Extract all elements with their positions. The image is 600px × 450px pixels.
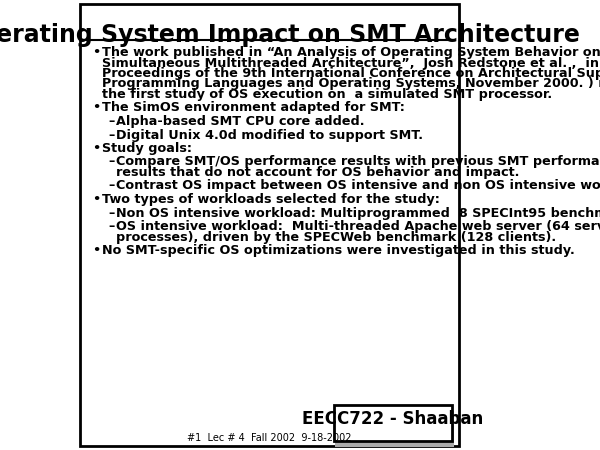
Text: –: – <box>109 180 115 193</box>
Text: –: – <box>109 115 115 128</box>
Text: Proceedings of the 9th International Conference on Architectural Support for: Proceedings of the 9th International Con… <box>102 67 600 80</box>
Text: processes), driven by the SPECWeb benchmark (128 clients).: processes), driven by the SPECWeb benchm… <box>116 230 556 243</box>
Text: Digital Unix 4.0d modified to support SMT.: Digital Unix 4.0d modified to support SM… <box>116 129 423 141</box>
Text: Operating System Impact on SMT Architecture: Operating System Impact on SMT Architect… <box>0 23 580 47</box>
Text: #1  Lec # 4  Fall 2002  9-18-2002: #1 Lec # 4 Fall 2002 9-18-2002 <box>187 433 352 443</box>
Text: results that do not account for OS behavior and impact.: results that do not account for OS behav… <box>116 166 520 179</box>
Text: Compare SMT/OS performance results with previous SMT performance: Compare SMT/OS performance results with … <box>116 156 600 168</box>
FancyBboxPatch shape <box>335 411 454 447</box>
Text: Alpha-based SMT CPU core added.: Alpha-based SMT CPU core added. <box>116 115 365 128</box>
Text: Two types of workloads selected for the study:: Two types of workloads selected for the … <box>102 193 440 206</box>
Text: –: – <box>109 129 115 141</box>
Text: –: – <box>109 207 115 220</box>
FancyBboxPatch shape <box>334 405 452 441</box>
Text: EECC722 - Shaaban: EECC722 - Shaaban <box>302 410 483 428</box>
Text: OS intensive workload:  Multi-threaded Apache web server (64 server: OS intensive workload: Multi-threaded Ap… <box>116 220 600 233</box>
Text: Non OS intensive workload: Multiprogrammed  8 SPECInt95 benchmarks .: Non OS intensive workload: Multiprogramm… <box>116 207 600 220</box>
Text: •: • <box>92 142 100 155</box>
Text: Simultaneous Multithreaded Architecture”,  Josh Redstone et al. ,  in: Simultaneous Multithreaded Architecture”… <box>102 57 599 69</box>
Text: –: – <box>109 220 115 233</box>
Text: The SimOS environment adapted for SMT:: The SimOS environment adapted for SMT: <box>102 102 405 114</box>
Text: •: • <box>92 193 100 206</box>
Text: Study goals:: Study goals: <box>102 142 192 155</box>
Text: Programming Languages and Operating Systems, November 2000. ) represents: Programming Languages and Operating Syst… <box>102 77 600 90</box>
Text: •: • <box>92 102 100 114</box>
Text: the first study of OS execution on  a simulated SMT processor.: the first study of OS execution on a sim… <box>102 88 553 101</box>
Text: •: • <box>92 46 100 59</box>
FancyBboxPatch shape <box>80 4 459 446</box>
Text: –: – <box>109 156 115 168</box>
Text: No SMT-specific OS optimizations were investigated in this study.: No SMT-specific OS optimizations were in… <box>102 244 575 257</box>
Text: The work published in “An Analysis of Operating System Behavior on a: The work published in “An Analysis of Op… <box>102 46 600 59</box>
Text: Contrast OS impact between OS intensive and non OS intensive workloads.: Contrast OS impact between OS intensive … <box>116 180 600 193</box>
Text: •: • <box>92 244 100 257</box>
